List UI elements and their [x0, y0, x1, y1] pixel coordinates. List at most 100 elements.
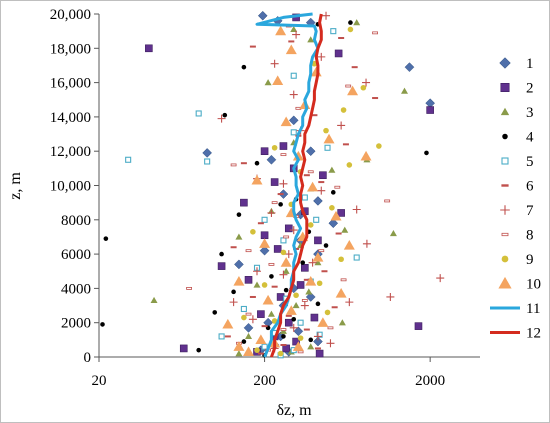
- series-7-point: [326, 339, 335, 348]
- series-2-point: [217, 262, 226, 270]
- series-5-point: [324, 144, 331, 151]
- legend-item-10: 10: [498, 277, 541, 293]
- x-axis-title: δz, m: [276, 402, 312, 419]
- series-8-point: [307, 170, 314, 174]
- series-10-point: [222, 318, 234, 329]
- x-tick-label: 2000: [415, 373, 445, 389]
- legend-item-5: 5: [501, 154, 534, 170]
- series-5-point: [195, 110, 202, 117]
- series-6-point: [261, 325, 268, 328]
- series-7-point: [337, 121, 346, 130]
- series-4-point: [212, 310, 218, 315]
- legend-marker-3: [500, 107, 510, 116]
- series-10-point: [335, 288, 347, 298]
- series-6-point: [335, 232, 342, 235]
- series-1-point: [259, 245, 270, 256]
- series-4-point: [254, 160, 260, 166]
- series-9: [241, 26, 382, 357]
- series-7-point: [386, 292, 395, 301]
- series-5-point: [316, 331, 323, 338]
- series-4-point: [315, 301, 321, 307]
- series-9-point: [346, 162, 353, 168]
- series-4-point: [236, 212, 242, 217]
- series-4: [100, 20, 429, 358]
- series-4-point: [323, 243, 329, 248]
- series-10-point: [360, 150, 372, 161]
- plot-area: [100, 10, 445, 359]
- series-9-point: [316, 280, 323, 287]
- legend-marker-6: [501, 184, 509, 187]
- series-9-point: [297, 335, 304, 341]
- series-7-point: [253, 267, 262, 276]
- series-2-point: [301, 264, 309, 272]
- legend-item-11: 11: [490, 301, 540, 317]
- series-5-point: [204, 158, 211, 165]
- series-5-point: [297, 319, 304, 326]
- legend-item-1: 1: [499, 56, 534, 72]
- series-1-point: [328, 218, 339, 229]
- legend-label-7: 7: [526, 203, 534, 219]
- series-10-point: [323, 133, 335, 144]
- legend-item-6: 6: [501, 179, 534, 195]
- series-7-point: [317, 186, 326, 195]
- series-2-point: [260, 231, 269, 240]
- series-2-point: [270, 178, 279, 186]
- y-tick-label: 2000: [61, 316, 91, 332]
- y-tick-label: 8000: [61, 213, 91, 229]
- series-1-point: [305, 292, 316, 302]
- series-4-point: [300, 260, 306, 265]
- series-3-point: [235, 233, 243, 240]
- series-12: [269, 13, 323, 358]
- series-6-point: [303, 328, 310, 331]
- series-9-point: [254, 347, 260, 353]
- legend-marker-9: [501, 255, 509, 263]
- series-6-point: [303, 278, 310, 281]
- series-5-point: [261, 216, 268, 223]
- legend-item-3: 3: [500, 105, 534, 121]
- series-10-point: [292, 150, 304, 161]
- series-1-point: [288, 115, 299, 126]
- legend-item-7: 7: [500, 203, 534, 219]
- series-1-point: [234, 259, 244, 270]
- series-9-point: [307, 222, 314, 228]
- series-9-point: [338, 256, 344, 263]
- series-4-point: [424, 150, 429, 156]
- series-10-point: [259, 238, 271, 248]
- legend-label-5: 5: [526, 154, 534, 170]
- series-6-point: [314, 347, 321, 350]
- series-8-point: [345, 84, 352, 88]
- series-6-point: [331, 306, 338, 309]
- series-10-point: [330, 210, 342, 221]
- series-8-point: [327, 326, 334, 330]
- series-8-point: [271, 201, 278, 205]
- series-4-point: [100, 322, 105, 327]
- y-tick-label: 10,000: [50, 179, 91, 195]
- series-4-point: [219, 251, 224, 257]
- series-6-point: [224, 335, 231, 338]
- series-5-point: [240, 305, 247, 313]
- series-6-point: [342, 143, 349, 146]
- series-8-point: [283, 235, 290, 239]
- series-6-point: [288, 40, 295, 43]
- series-6-point: [321, 270, 328, 273]
- series-10-point: [262, 294, 274, 305]
- axes: 0 2000 4000 6000 8000 10,000 12,000 14,000 16,00…: [50, 7, 480, 389]
- series-2-point: [337, 209, 345, 217]
- y-tick-label: 6000: [61, 247, 91, 263]
- series-5-point: [218, 333, 225, 340]
- series-7-point: [279, 270, 288, 279]
- series-9-point: [324, 309, 331, 316]
- series-8-point: [318, 249, 325, 253]
- series-2-point: [284, 318, 293, 327]
- series-3-point: [305, 288, 313, 295]
- series-4-point: [241, 339, 247, 344]
- series-8-point: [297, 350, 304, 354]
- series-5: [125, 28, 360, 359]
- series-10-point: [317, 317, 329, 327]
- series-7-point: [345, 298, 354, 307]
- legend-label-9: 9: [526, 252, 534, 268]
- series-6-point: [285, 314, 292, 317]
- series-8-point: [280, 328, 287, 331]
- series-1-point: [202, 148, 213, 158]
- legend-marker-4: [502, 133, 508, 140]
